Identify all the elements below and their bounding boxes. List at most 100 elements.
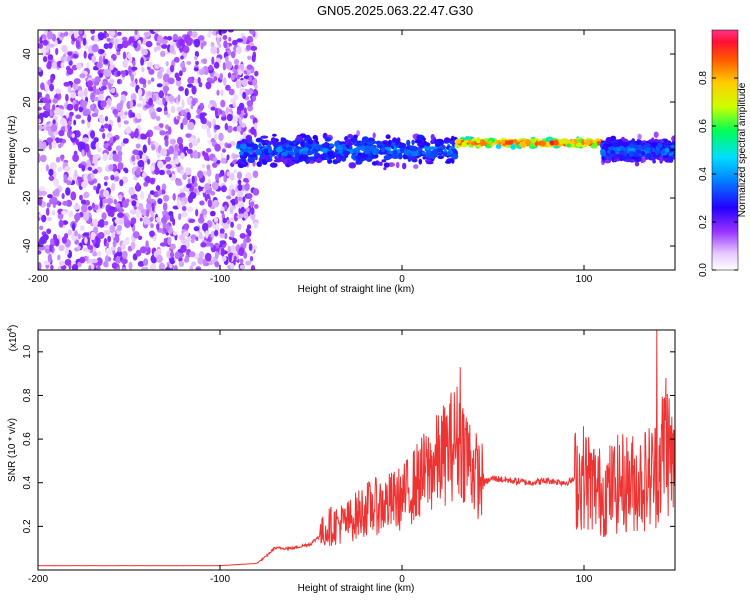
spectrogram-cell	[139, 217, 143, 222]
spectrogram-cell	[124, 127, 132, 134]
spectrogram-cell	[604, 160, 611, 164]
spectrogram-cell	[183, 45, 190, 54]
spectrogram-cell	[67, 129, 73, 139]
spectrogram-cell	[50, 264, 54, 270]
spectrogram-cell	[58, 260, 65, 267]
spectrogram-cell	[41, 214, 47, 223]
spectrogram-cell	[106, 132, 113, 138]
spectrogram-cell	[251, 143, 259, 151]
spectrogram-cell	[219, 73, 223, 80]
spectrogram-cell	[210, 46, 218, 55]
spectrogram-cell	[61, 210, 67, 215]
spectrogram-cell	[80, 199, 87, 205]
spectrogram-cell	[646, 153, 651, 158]
spectrogram-cell	[147, 79, 152, 85]
spectrogram-cell	[383, 154, 391, 161]
spectrogram-cell	[173, 264, 178, 270]
spectrogram-cell	[108, 30, 116, 37]
spectrogram-cell	[209, 210, 216, 217]
spectrogram-cell	[255, 148, 262, 156]
spectrogram-cell	[50, 123, 58, 132]
spectrogram-cell	[220, 89, 224, 97]
spectrogram-cell	[136, 154, 140, 160]
spectrogram-cell	[49, 110, 53, 117]
spectrogram-cell	[53, 39, 58, 47]
spectrogram-cell	[98, 93, 105, 101]
spectrogram-cell	[216, 89, 220, 96]
spectrogram-cell	[238, 151, 244, 156]
spectrogram-cell	[468, 143, 473, 148]
spectrogram-cell	[307, 139, 314, 145]
spectrogram-cell	[226, 125, 233, 133]
spectrogram-cell	[50, 75, 54, 84]
spectrogram-cell	[81, 181, 88, 188]
spectrogram-cell	[44, 102, 51, 110]
spectrogram-cell	[187, 178, 191, 185]
x-tick-label: 0	[399, 274, 405, 285]
spectrogram-cell	[648, 139, 654, 143]
spectrogram-cell	[207, 132, 212, 139]
spectrogram-cell	[58, 219, 64, 228]
spectrogram-cell	[173, 56, 180, 63]
spectrogram-cell	[214, 261, 220, 268]
spectrogram-cell	[91, 165, 96, 171]
spectrogram-cell	[409, 145, 417, 152]
spectrogram-cell	[185, 167, 192, 176]
spectrogram-cell	[75, 114, 82, 119]
colorbar-tick-label: 0.2	[698, 215, 709, 229]
spectrogram-cell	[237, 140, 245, 144]
spectrogram-cell	[212, 157, 218, 163]
spectrogram-cell	[653, 131, 659, 138]
spectrogram-cell	[226, 195, 232, 200]
spectrogram-cell	[105, 33, 110, 38]
spectrogram-cell	[475, 137, 481, 144]
spectrogram-cell	[260, 140, 266, 144]
spectrogram-cell	[230, 189, 236, 197]
spectrogram-cell	[616, 148, 622, 152]
spectrogram-cell	[195, 208, 199, 217]
spectrogram-cell	[147, 91, 153, 97]
spectrogram-cell	[136, 167, 141, 176]
spectrogram-cell	[122, 59, 128, 68]
spectrogram-cell	[114, 39, 118, 48]
spectrogram-cell	[47, 30, 53, 40]
spectrogram-cell	[77, 233, 82, 240]
spectrogram-cell	[206, 148, 212, 153]
spectrogram-cell	[183, 146, 189, 151]
spectrogram-cell	[232, 154, 239, 159]
spectrogram-cell	[601, 154, 605, 161]
spectrogram-cell	[54, 188, 60, 197]
spectrogram-cell	[133, 40, 138, 49]
spectrogram-cell	[96, 257, 103, 266]
spectrogram-cell	[180, 244, 187, 252]
spectrogram-cell	[149, 165, 155, 172]
spectrogram-cell	[609, 150, 616, 155]
spectrogram-cell	[454, 139, 462, 144]
spectrogram-cell	[411, 151, 419, 157]
spectrogram-cell	[142, 135, 148, 140]
spectrogram-cell	[147, 137, 151, 146]
spectrogram-cell	[192, 150, 199, 159]
spectrogram-cell	[73, 30, 78, 39]
spectrogram-cell	[117, 150, 123, 157]
spectrogram-cell	[156, 223, 160, 231]
spectrogram-cell	[239, 143, 244, 148]
spectrogram-cell	[72, 222, 76, 232]
spectrogram-cell	[130, 112, 136, 118]
spectrogram-cell	[180, 122, 184, 130]
spectrogram-cell	[105, 247, 112, 256]
spectrogram-cell	[61, 139, 67, 144]
spectrogram-cell	[99, 199, 103, 209]
spectrogram-cell	[145, 240, 149, 250]
spectrogram-cell	[166, 113, 171, 119]
spectrogram-cell	[79, 142, 86, 152]
spectrogram-cell	[53, 178, 59, 187]
spectrogram-cell	[103, 58, 109, 65]
spectrogram-cell	[426, 161, 434, 165]
spectrogram-cell	[119, 216, 124, 225]
spectrogram-cell	[221, 110, 226, 119]
spectrogram-cell	[55, 88, 61, 94]
spectrogram-cell	[135, 249, 142, 257]
spectrogram-cell	[224, 204, 228, 210]
